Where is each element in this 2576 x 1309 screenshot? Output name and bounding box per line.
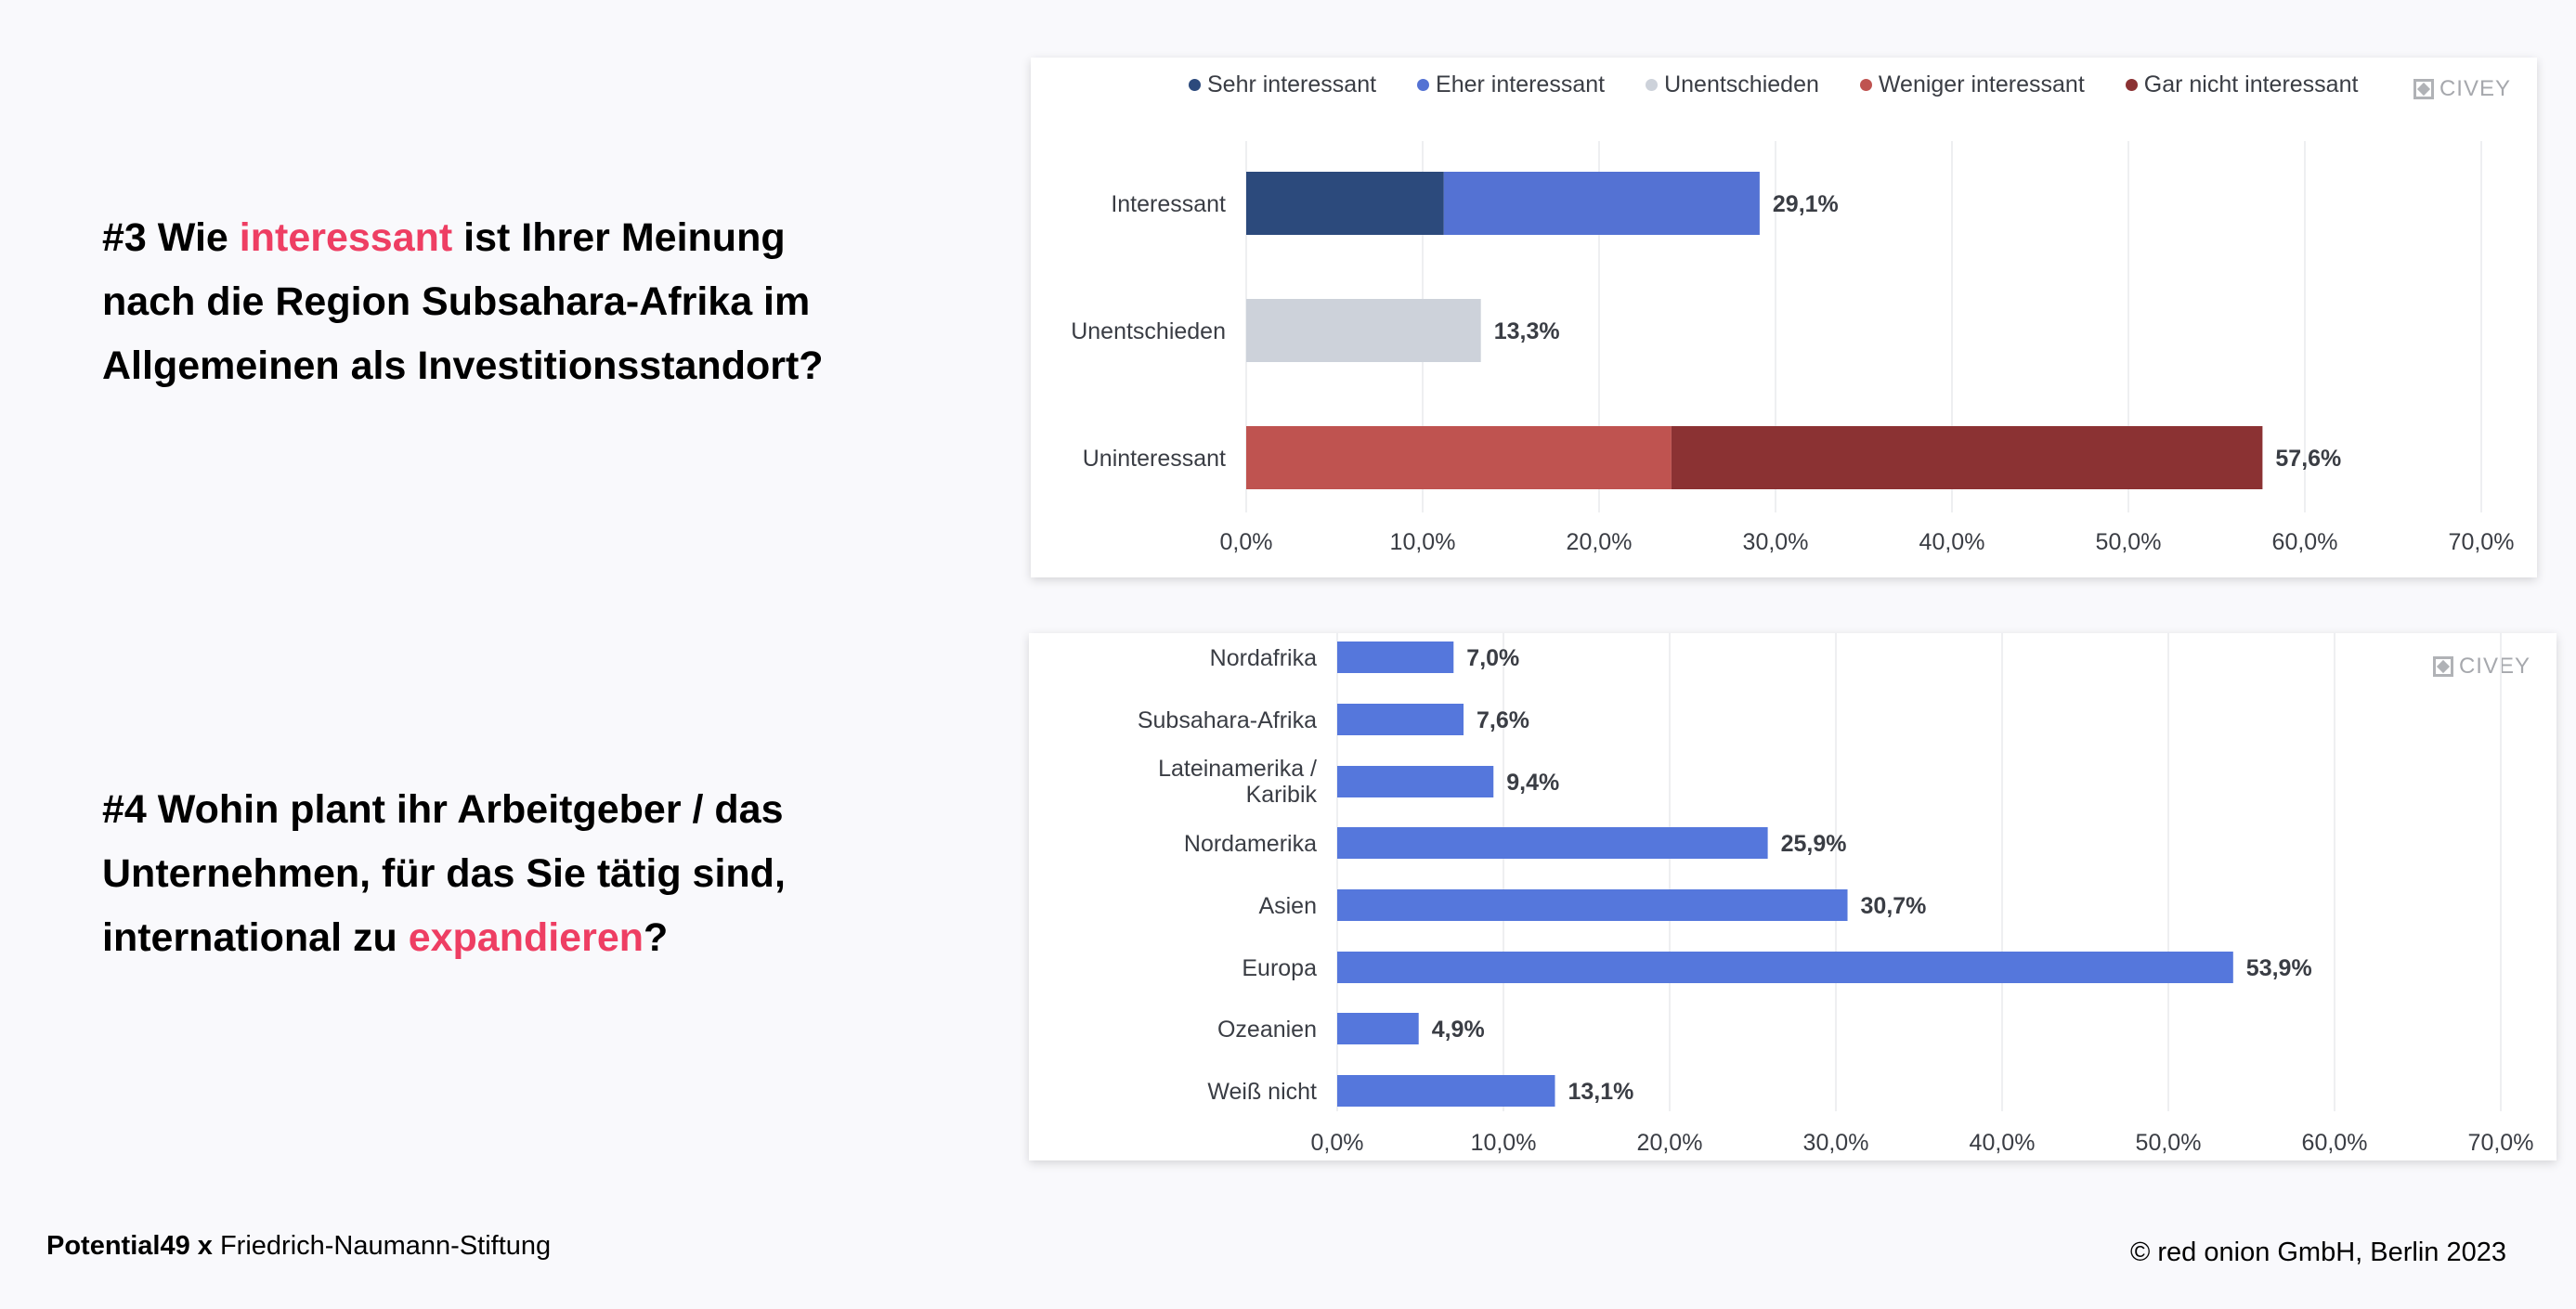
bar-nordamerika [1337, 827, 1768, 859]
footer-copyright: © red onion GmbH, Berlin 2023 [2129, 1238, 2506, 1267]
legend-label: Sehr interessant [1207, 71, 1377, 97]
data-label: 13,1% [1568, 1079, 1633, 1105]
q3-line3: Allgemeinen als Investitionsstandort? [102, 343, 824, 388]
footer-credit: Potential49 x Friedrich-Naumann-Stiftung [46, 1231, 551, 1262]
legend-label: Eher interessant [1436, 71, 1606, 97]
category-label: Lateinamerika / Karibik [1158, 756, 1317, 808]
x-tick-label: 0,0% [1220, 529, 1273, 555]
data-label: 25,9% [1781, 831, 1847, 857]
category-label: Ozeanien [1217, 1017, 1317, 1043]
civey-logo-icon [2432, 656, 2453, 677]
q4-line1: #4 Wohin plant ihr Arbeitgeber / das [102, 787, 784, 832]
civey-logo-text: CIVEY [2439, 76, 2511, 101]
q4-line3-suffix: ? [644, 915, 669, 960]
footer-credit-rest: Friedrich-Naumann-Stiftung [212, 1231, 552, 1261]
legend-item-eher-interessant: Eher interessant [1417, 71, 1605, 98]
data-label: 57,6% [2275, 446, 2341, 472]
bar-wei-nicht [1337, 1075, 1555, 1107]
stacked-bar-chart: 0,0% 10,0% 20,0% 30,0% 40,0% 50,0% 60,0% 70,0% I… [1071, 141, 2515, 555]
chart-card-expansion: CIVEY 0,0% 10,0% 20,0% 30,0% 40,0% 50,0% 60,0%… [1029, 633, 2556, 1160]
q4-highlight: expandieren [408, 915, 644, 960]
footer-credit-bold: Potential49 x [46, 1231, 213, 1261]
x-tick-label: 20,0% [1567, 529, 1633, 555]
bar-segment-eher-interessant [1443, 172, 1760, 235]
category-label: Uninteressant [1083, 446, 1226, 472]
civey-logo: CIVEY [2432, 654, 2530, 680]
legend-item-sehr-interessant: Sehr interessant [1189, 71, 1376, 98]
question-4: #4 Wohin plant ihr Arbeitgeber / das Unt… [102, 778, 938, 970]
legend-dot [1646, 79, 1659, 91]
bar-subsahara-afrika [1337, 704, 1464, 735]
legend-label: Unentschieden [1664, 71, 1819, 97]
legend-dot [2125, 79, 2138, 91]
q3-highlight: interessant [239, 215, 453, 260]
x-tick-label: 10,0% [1471, 1130, 1537, 1156]
bar-segment-unentschieden [1246, 299, 1481, 362]
data-label: 4,9% [1432, 1017, 1485, 1043]
category-label: Subsahara-Afrika [1138, 707, 1317, 733]
bar-lateinamerika-karibik [1337, 766, 1494, 797]
category-label: Asien [1258, 893, 1317, 919]
x-tick-label: 60,0% [2302, 1130, 2368, 1156]
q3-line1-rest: ist Ihrer Meinung [452, 215, 786, 260]
bar-segment-weniger-interessant [1246, 426, 1672, 489]
data-label: 7,0% [1466, 645, 1519, 671]
data-label: 9,4% [1506, 770, 1559, 796]
legend-dot [1859, 79, 1872, 91]
question-3: #3 Wie interessant ist Ihrer Meinung nac… [102, 206, 938, 398]
category-label: Europa [1242, 955, 1317, 981]
legend-dot [1189, 79, 1201, 91]
x-tick-label: 10,0% [1390, 529, 1456, 555]
x-tick-label: 70,0% [2449, 529, 2515, 555]
chart-card-interest: Sehr interessant Eher interessant Unentsch… [1031, 58, 2537, 577]
data-label: 29,1% [1773, 191, 1839, 217]
legend-item-unentschieden: Unentschieden [1646, 71, 1819, 98]
data-label: 53,9% [2246, 955, 2312, 981]
x-tick-label: 30,0% [1803, 1130, 1869, 1156]
x-tick-label: 60,0% [2272, 529, 2338, 555]
category-label: Nordamerika [1184, 831, 1317, 857]
x-tick-label: 50,0% [2136, 1130, 2202, 1156]
data-label: 13,3% [1494, 318, 1560, 344]
x-tick-label: 30,0% [1743, 529, 1809, 555]
q4-line3-prefix: international zu [102, 915, 409, 960]
legend-item-gar-nicht-interessant: Gar nicht interessant [2125, 71, 2359, 98]
civey-logo-text: CIVEY [2458, 654, 2530, 679]
bar-asien [1337, 889, 1848, 921]
chart-legend: Sehr interessant Eher interessant Unentsch… [1189, 71, 2358, 98]
x-tick-label: 20,0% [1637, 1130, 1703, 1156]
data-label: 30,7% [1861, 893, 1927, 919]
data-label: 7,6% [1477, 707, 1529, 733]
q4-line2: Unternehmen, für das Sie tätig sind, [102, 851, 786, 896]
legend-label: Gar nicht interessant [2143, 71, 2359, 97]
category-label: Weiß nicht [1207, 1079, 1317, 1105]
q3-line2: nach die Region Subsahara-Afrika im [102, 279, 811, 324]
category-label: Unentschieden [1071, 318, 1226, 344]
legend-label: Weniger interessant [1878, 71, 2085, 97]
x-tick-label: 50,0% [2096, 529, 2162, 555]
legend-dot [1417, 79, 1430, 91]
x-tick-label: 70,0% [2468, 1130, 2534, 1156]
bar-europa [1337, 952, 2233, 983]
q3-prefix: #3 Wie [102, 215, 240, 260]
x-tick-label: 40,0% [1970, 1130, 2036, 1156]
bar-segment-sehr-interessant [1246, 172, 1444, 235]
bar-chart-expansion: 0,0% 10,0% 20,0% 30,0% 40,0% 50,0% 60,0% 70,0% N… [1138, 633, 2534, 1156]
category-label: Nordafrika [1210, 645, 1317, 671]
civey-logo-icon [2413, 79, 2434, 99]
legend-item-weniger-interessant: Weniger interessant [1859, 71, 2085, 98]
bar-segment-gar-nicht-interessant [1671, 426, 2263, 489]
civey-logo: CIVEY [2413, 76, 2511, 102]
bar-nordafrika [1337, 642, 1454, 673]
category-label: Interessant [1111, 191, 1226, 217]
x-tick-label: 0,0% [1311, 1130, 1364, 1156]
bar-ozeanien [1337, 1013, 1419, 1044]
x-tick-label: 40,0% [1919, 529, 1985, 555]
